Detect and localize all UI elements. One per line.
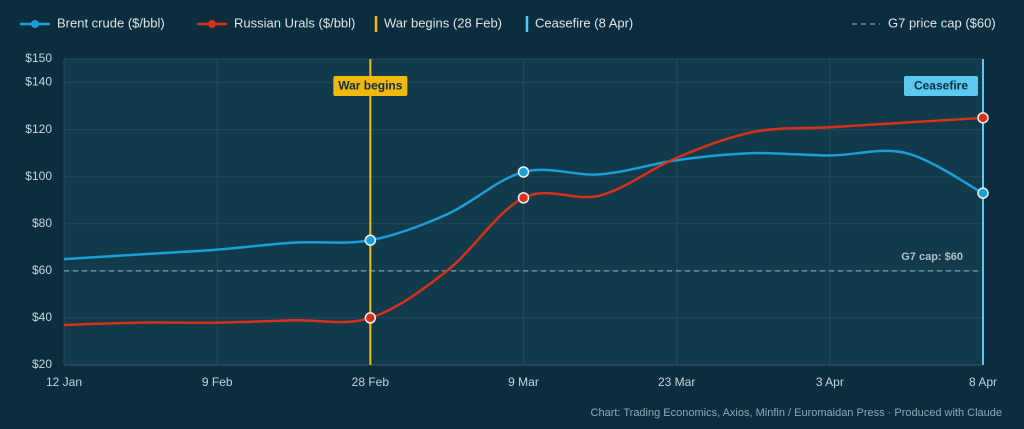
y-tick-label: $100 [25, 169, 52, 183]
legend-label: Brent crude ($/bbl) [57, 15, 165, 30]
x-tick-label: 23 Mar [658, 375, 695, 389]
x-tick-label: 3 Apr [816, 375, 844, 389]
legend-label: G7 price cap ($60) [888, 15, 996, 30]
legend: Brent crude ($/bbl) Russian Urals ($/bbl)… [20, 15, 996, 32]
point-marker [517, 192, 530, 204]
y-tick-label: $150 [25, 51, 52, 65]
event-label-box [333, 76, 408, 96]
point-marker [977, 187, 989, 199]
point-marker [517, 166, 530, 178]
x-tick-label: 9 Mar [508, 375, 539, 389]
y-tick-label: $60 [32, 263, 52, 277]
reference-label: G7 cap: $60 [901, 251, 963, 263]
legend-swatch-dot [31, 20, 39, 28]
legend-label: Ceasefire (8 Apr) [535, 15, 633, 30]
event-label-box [904, 76, 978, 96]
y-tick-label: $20 [32, 357, 52, 371]
x-tick-label: 9 Feb [202, 375, 233, 389]
event-label: Ceasefire [914, 79, 968, 93]
legend-label: Russian Urals ($/bbl) [234, 15, 355, 30]
legend-label: War begins (28 Feb) [384, 15, 502, 30]
event-label: War begins [338, 79, 403, 93]
legend-swatch-dot [208, 20, 216, 28]
y-tick-label: $40 [32, 310, 52, 324]
x-tick-label: 8 Apr [969, 375, 997, 389]
source: Chart: Trading Economics, Axios, Minfin … [591, 407, 1002, 419]
point-marker [364, 312, 377, 324]
x-tick-label: 28 Feb [352, 375, 390, 389]
point-marker [364, 234, 377, 246]
point-marker [977, 112, 989, 124]
y-tick-label: $80 [32, 216, 52, 230]
y-tick-label: $140 [25, 75, 52, 89]
x-tick-label: 12 Jan [46, 375, 82, 389]
y-tick-label: $120 [25, 122, 52, 136]
